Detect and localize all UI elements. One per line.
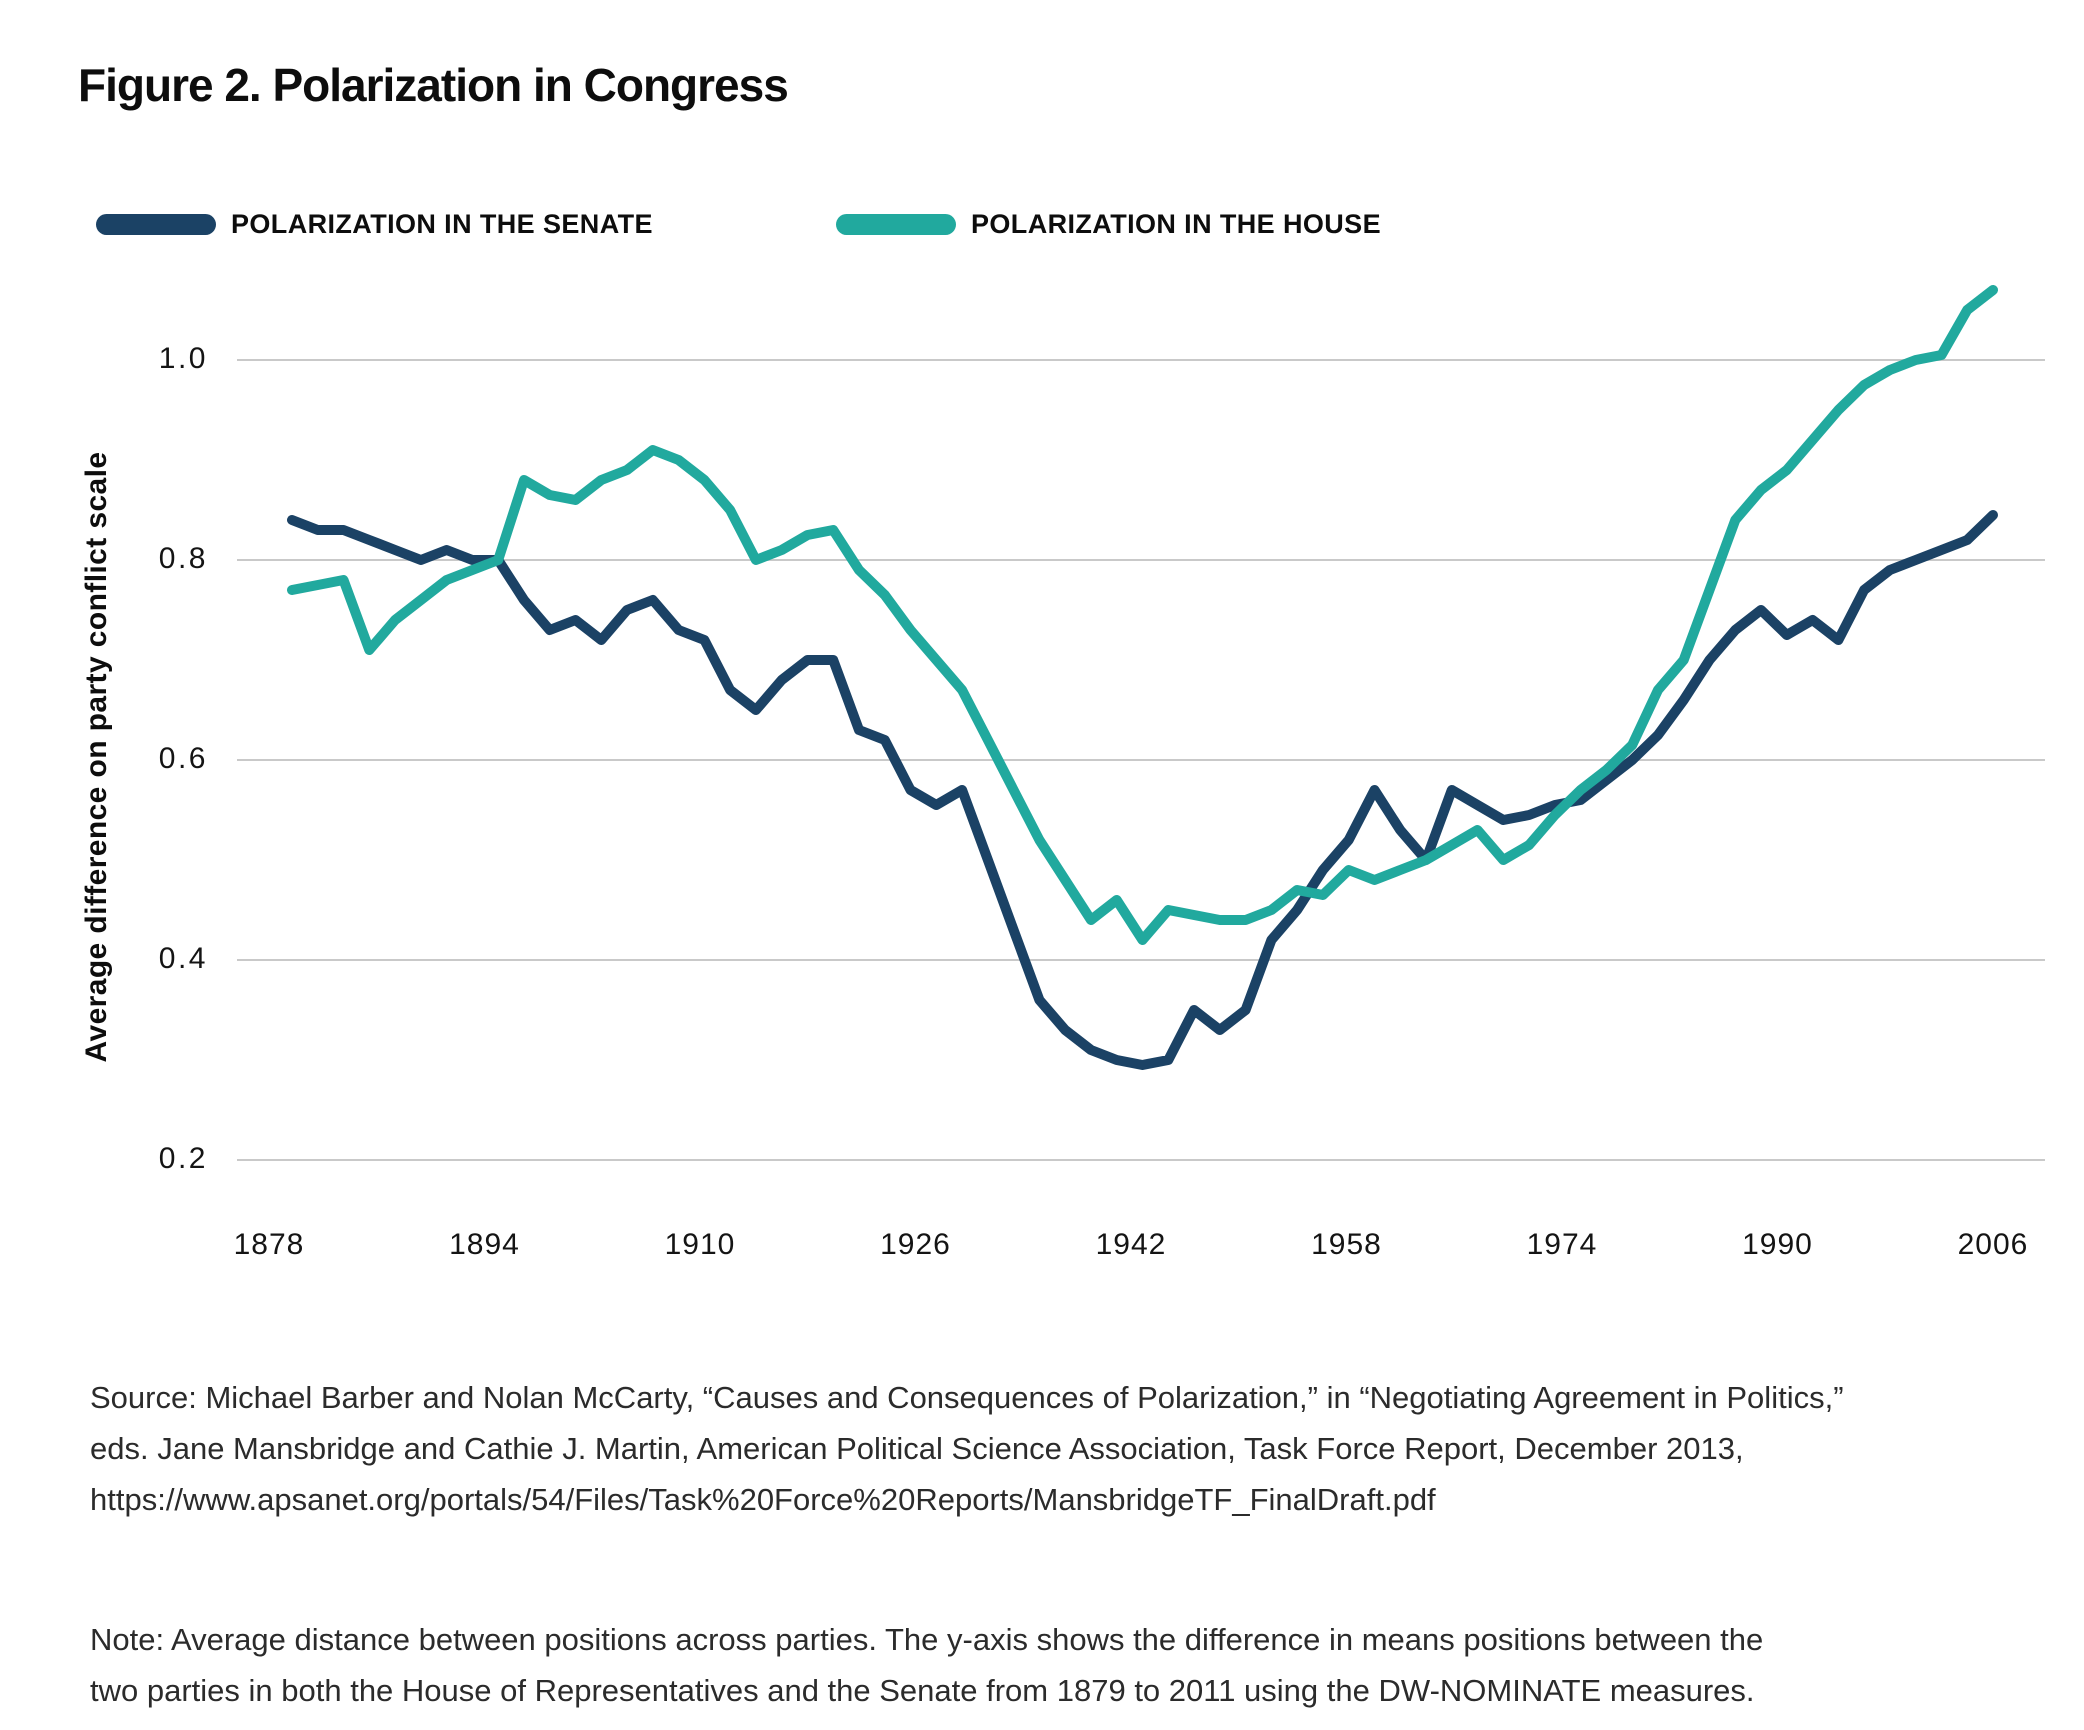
house-line bbox=[287, 285, 1998, 945]
x-tick-label: 1958 bbox=[1311, 1228, 1382, 1261]
x-tick-label: 1878 bbox=[233, 1228, 305, 1261]
house-line-swatch-icon bbox=[836, 213, 956, 235]
note-line: Note: Average distance between positions… bbox=[90, 1622, 1764, 1657]
source-line: Source: Michael Barber and Nolan McCarty… bbox=[90, 1380, 1844, 1415]
x-tick-label: 1894 bbox=[449, 1228, 520, 1261]
chart-title: Figure 2. Polarization in Congress bbox=[78, 59, 789, 111]
x-tick-label: 1974 bbox=[1526, 1228, 1598, 1261]
x-tick-label: 2006 bbox=[1957, 1228, 2029, 1261]
legend-label-house: POLARIZATION IN THE HOUSE bbox=[971, 208, 1382, 239]
y-tick-label: 0.4 bbox=[158, 942, 208, 975]
x-tick-label: 1910 bbox=[664, 1228, 736, 1261]
note-line: two parties in both the House of Represe… bbox=[90, 1673, 1755, 1708]
y-tick-label: 0.2 bbox=[158, 1142, 208, 1175]
x-tick-label: 1990 bbox=[1742, 1228, 1813, 1261]
x-tick-label: 1942 bbox=[1095, 1228, 1167, 1261]
note-caption: Note: Average distance between positions… bbox=[90, 1614, 2020, 1716]
y-tick-label: 0.8 bbox=[158, 542, 208, 575]
legend-item-house: POLARIZATION IN THE HOUSE bbox=[836, 204, 1381, 244]
legend-label-senate: POLARIZATION IN THE SENATE bbox=[231, 208, 653, 239]
source-line: eds. Jane Mansbridge and Cathie J. Marti… bbox=[90, 1431, 1744, 1466]
legend-item-senate: POLARIZATION IN THE SENATE bbox=[96, 204, 653, 244]
senate-line bbox=[287, 510, 1998, 1070]
x-tick-label: 1926 bbox=[880, 1228, 951, 1261]
senate-line-swatch-icon bbox=[96, 213, 216, 235]
source-url: https://www.apsanet.org/portals/54/Files… bbox=[90, 1482, 1436, 1517]
y-tick-label: 1.0 bbox=[158, 342, 208, 375]
source-caption: Source: Michael Barber and Nolan McCarty… bbox=[90, 1372, 2020, 1525]
y-tick-label: 0.6 bbox=[158, 742, 208, 775]
